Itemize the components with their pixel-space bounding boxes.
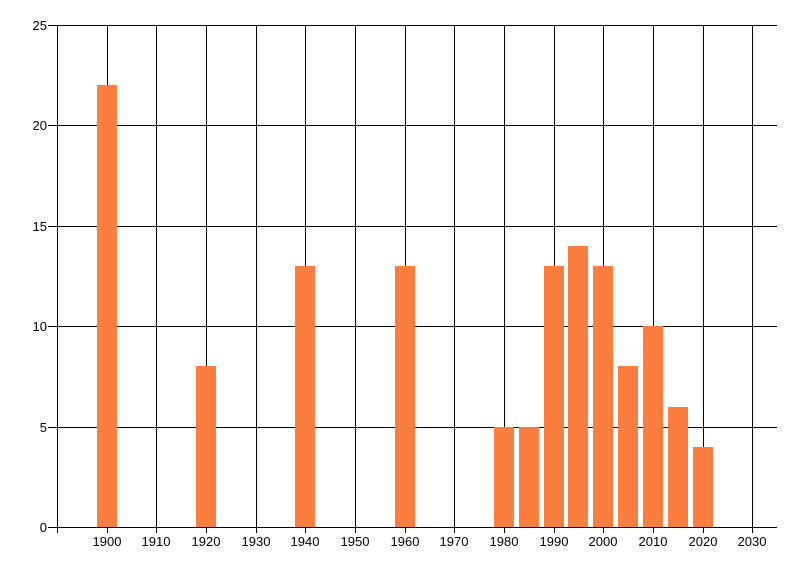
x-tick-label: 1990 — [539, 534, 569, 549]
bar-2015 — [668, 407, 688, 527]
y-gridline — [48, 125, 777, 126]
y-gridline — [48, 25, 777, 26]
x-tick-label: 1980 — [489, 534, 519, 549]
bar-1940 — [295, 266, 315, 527]
y-gridline — [48, 527, 777, 528]
x-gridline — [653, 25, 654, 533]
y-tick-label: 0 — [39, 520, 47, 535]
x-gridline — [703, 25, 704, 533]
x-tick-label: 1950 — [340, 534, 370, 549]
y-tick-label: 5 — [39, 420, 47, 435]
y-axis-line — [57, 25, 58, 533]
x-tick-label: 1970 — [439, 534, 469, 549]
bar-1995 — [568, 246, 588, 527]
y-tick-label: 10 — [32, 319, 47, 334]
y-tick-label: 25 — [32, 18, 47, 33]
y-tick-label: 20 — [32, 118, 47, 133]
x-gridline — [504, 25, 505, 533]
x-tick-label: 2030 — [737, 534, 767, 549]
x-gridline — [206, 25, 207, 533]
x-tick-label: 1940 — [290, 534, 320, 549]
x-gridline — [454, 25, 455, 533]
x-tick-label: 2020 — [688, 534, 718, 549]
x-tick-label: 1900 — [92, 534, 122, 549]
bar-1920 — [196, 366, 216, 527]
bar-2005 — [618, 366, 638, 527]
x-tick-label: 1960 — [390, 534, 420, 549]
x-tick-label: 1930 — [241, 534, 271, 549]
y-tick-label: 15 — [32, 219, 47, 234]
bar-2010 — [643, 326, 663, 527]
x-tick-label: 1910 — [141, 534, 171, 549]
x-gridline — [256, 25, 257, 533]
x-gridline — [752, 25, 753, 533]
bar-1960 — [395, 266, 415, 527]
bar-2020 — [693, 447, 713, 527]
x-tick-label: 2010 — [638, 534, 668, 549]
bar-2000 — [593, 266, 613, 527]
x-tick-label: 2000 — [588, 534, 618, 549]
x-gridline — [156, 25, 157, 533]
bar-1980 — [494, 427, 514, 527]
bar-1985 — [519, 427, 539, 527]
bar-1990 — [544, 266, 564, 527]
y-gridline — [48, 226, 777, 227]
x-gridline — [355, 25, 356, 533]
x-tick-label: 1920 — [191, 534, 221, 549]
bar-1900 — [97, 85, 117, 527]
